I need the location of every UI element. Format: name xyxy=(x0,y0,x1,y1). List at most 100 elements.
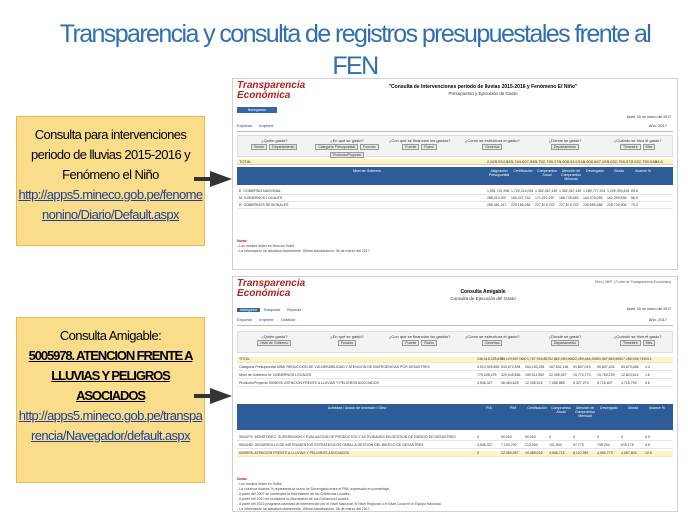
slide-title: Transparencia y consulta de registros pr… xyxy=(59,20,652,80)
cell-value: 213,000 xyxy=(525,443,538,447)
year-select[interactable]: Año: 2017 xyxy=(648,317,667,322)
dimension-button[interactable]: Fuente xyxy=(402,340,420,346)
table-row[interactable]: R: GOBIERNOS REGIONALES 286,481,917 229,18… xyxy=(237,203,673,209)
filter-row[interactable]: TOTAL 136,418,228,895 33,129,557,066 71,767… xyxy=(237,357,673,363)
table-row[interactable]: M: GOBIERNOS LOCALES 288,010,937 195,207,7… xyxy=(237,196,673,202)
top-links[interactable]: Perú | MEF | Portal de Transparencia Eco… xyxy=(595,280,671,284)
dimension-button[interactable]: Fuente xyxy=(402,144,420,150)
dimension-button[interactable]: Departamento xyxy=(269,144,298,150)
tab-navegacion[interactable]: Navegación xyxy=(237,107,277,113)
fen-link[interactable]: http://apps5.mineco.gob.pe/fenomenonino/… xyxy=(18,187,203,222)
table-row[interactable]: 5005978: ATENCION FRENTE A LLUVIAS Y PEL… xyxy=(237,451,673,457)
column-header[interactable]: Atención de Compromiso Mensual xyxy=(575,406,595,418)
table-row[interactable]: 5004280: DESARROLLO DE INSTRUMENTOS ESTR… xyxy=(237,443,673,449)
tab-reportes[interactable]: Reportes xyxy=(287,308,302,312)
cell-value: 619,175 xyxy=(621,443,634,447)
dimension-button[interactable]: Sector xyxy=(251,144,268,150)
column-header[interactable]: Atención de Compromiso Mensual xyxy=(561,169,581,181)
row-label: 5004279: MONITOREO, SUPERVISION Y EVALUA… xyxy=(239,435,456,439)
column-header[interactable]: Asignación Presupuestal xyxy=(488,169,510,177)
column-header[interactable]: PIA xyxy=(486,406,492,410)
column-header[interactable]: Avance % xyxy=(635,169,651,173)
year-select[interactable]: Año: 2017 xyxy=(648,123,667,128)
cell-value: 22,050,957 xyxy=(501,451,519,455)
total-value: 1,608,644,914 xyxy=(559,159,585,164)
cell-value: 91,807,015 xyxy=(573,365,591,369)
dimension-button[interactable]: Nivel de Gobierno xyxy=(257,340,292,346)
dimension-button[interactable]: Trimestre xyxy=(620,144,641,150)
dimension-button[interactable]: Genérica xyxy=(482,144,503,150)
cell-value: 56.9 xyxy=(631,196,638,200)
dimension-button[interactable]: Producto/Proyecto xyxy=(329,152,365,158)
question-label: ¿Cómo se estructura el gasto? xyxy=(464,138,520,143)
column-header[interactable]: Girado xyxy=(627,406,639,410)
filter-row[interactable]: Categoría Presupuestal 0068: REDUCCION D… xyxy=(237,365,673,371)
dimension-button[interactable]: Función xyxy=(360,144,379,150)
table-row[interactable]: E: GOBIERNO NACIONAL 1,851,741,996 1,729,2… xyxy=(237,189,673,195)
question-cell: ¿Dónde se gastó? Departamento xyxy=(529,334,602,347)
dimension-button[interactable]: Rubro xyxy=(421,144,437,150)
question-cell: ¿Cuándo se hizo el gasto? Trimestre Mes xyxy=(601,138,674,151)
filter-row[interactable]: Producto/Proyecto 5005978: ATENCION FREN… xyxy=(237,381,673,387)
dimension-button[interactable]: Departamento xyxy=(550,340,580,346)
print-button[interactable]: Imprimir xyxy=(259,317,274,322)
shot-date: lunes, 06 de marzo del 2017 xyxy=(626,115,671,119)
column-header[interactable]: Devengado xyxy=(600,406,618,410)
tab-navegador[interactable]: Navegador xyxy=(237,308,261,312)
chart-button[interactable]: Graficar xyxy=(280,317,296,322)
question-buttons: Trimestre Mes xyxy=(601,339,674,347)
cell-value: 19,774,773 xyxy=(573,373,591,377)
dimension-button[interactable]: Trimestre xyxy=(620,340,641,346)
transparencia-link[interactable]: http://apps5.mineco.gob.pe/transparencia… xyxy=(18,408,203,443)
export-button[interactable]: Exportar xyxy=(237,317,253,322)
row-label: TOTAL xyxy=(239,357,250,361)
dimension-button[interactable]: Mes xyxy=(642,144,656,150)
dimension-button[interactable]: Genérica xyxy=(482,340,503,346)
table-row[interactable]: 5004279: MONITOREO, SUPERVISION Y EVALUA… xyxy=(237,435,673,441)
dimension-button[interactable]: Departamento xyxy=(550,144,580,150)
column-header[interactable]: Girado xyxy=(613,169,625,173)
filter-row[interactable]: Nivel de Gobierno M: GOBIERNOS LOCALES 77… xyxy=(237,373,673,379)
column-header[interactable]: Compromiso Anual xyxy=(551,406,571,414)
question-label: ¿En qué se gastó? xyxy=(330,334,364,339)
cell-value: 1.6 xyxy=(645,373,650,377)
cell-value: 0 xyxy=(597,435,599,439)
dimension-button[interactable]: Mes xyxy=(642,340,656,346)
tab-busqueda[interactable]: Búsqueda xyxy=(264,308,281,312)
cell-value: 22,259,484,295 xyxy=(573,357,598,361)
question-buttons: Genérica xyxy=(456,143,529,151)
dimension-button[interactable]: Categoría Presupuestal xyxy=(315,144,359,150)
total-value: 64.6 xyxy=(655,159,663,164)
cell-value: 1,352,367,159 xyxy=(559,189,582,193)
dimension-button[interactable]: Rubro xyxy=(421,340,437,346)
column-header[interactable]: PIM xyxy=(509,406,517,410)
cell-value: 83,679,486 xyxy=(621,365,639,369)
export-button[interactable]: Exportar xyxy=(237,123,253,128)
column-header[interactable]: Actividad / Acción de Inversión / Obra xyxy=(327,406,387,410)
row-label: Producto/Proyecto 5005978: ATENCION FREN… xyxy=(239,381,379,385)
toolbar: Exportar Imprimir Graficar Año: 2017 xyxy=(237,317,673,326)
question-buttons: Departamento xyxy=(529,339,602,347)
column-header[interactable]: Certificación xyxy=(513,169,533,173)
notes-title: Notas xyxy=(237,477,247,481)
cell-value: 3,546,327 xyxy=(477,443,493,447)
column-header[interactable]: Devengado xyxy=(586,169,604,173)
cell-value: 229,185,284 xyxy=(511,203,531,207)
question-buttons: Fuente Rubro xyxy=(383,143,456,151)
column-header[interactable]: Compromiso Anual xyxy=(537,169,557,177)
column-header[interactable]: Avance % xyxy=(649,406,665,410)
cell-value: 22,395,397 xyxy=(549,373,567,377)
cell-value: 228,739,906 xyxy=(607,203,627,207)
column-header[interactable]: Certificación xyxy=(527,406,547,410)
question-label: ¿Dónde se gastó? xyxy=(548,138,582,143)
cell-value: 1,851,741,996 xyxy=(487,189,510,193)
dimension-button[interactable]: Función xyxy=(337,340,357,346)
question-buttons: Departamento xyxy=(529,143,602,151)
cell-value: 4,087,504 xyxy=(621,451,637,455)
notes: Notas - Los montos están en Nuevos Soles.… xyxy=(237,239,371,254)
cell-value: 2.4 xyxy=(645,365,650,369)
box-text: Consulta Amigable: xyxy=(59,328,162,343)
shot-date: lunes, 06 de marzo del 2017 xyxy=(626,307,671,311)
column-header[interactable]: Nivel de Gobierno xyxy=(352,169,381,173)
print-button[interactable]: Imprimir xyxy=(259,123,274,128)
